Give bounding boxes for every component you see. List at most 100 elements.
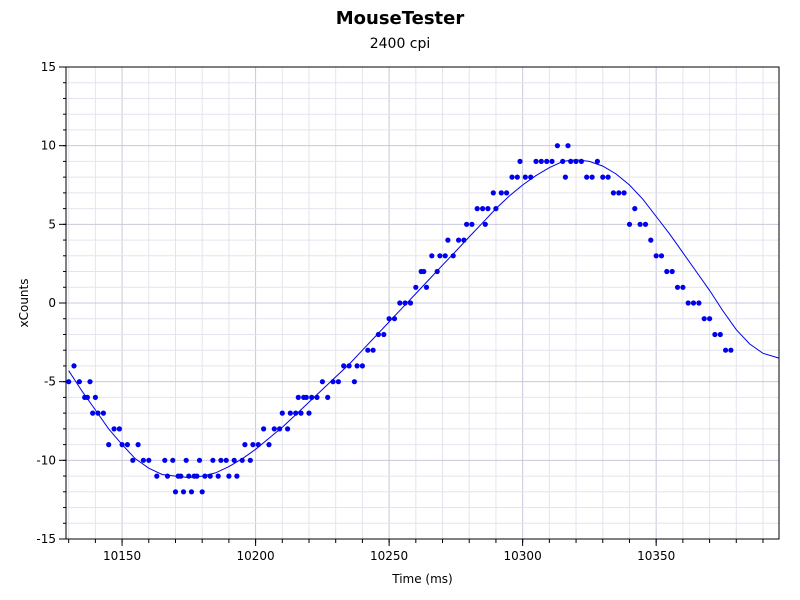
data-point xyxy=(285,426,291,432)
data-point xyxy=(287,410,293,416)
data-point xyxy=(669,268,675,275)
data-point xyxy=(247,457,253,463)
data-point xyxy=(469,221,475,227)
data-point xyxy=(111,426,117,432)
data-point xyxy=(533,158,539,164)
data-point xyxy=(271,426,277,432)
x-tick-label: 10350 xyxy=(637,549,675,563)
data-point xyxy=(210,457,216,463)
data-point xyxy=(573,158,579,164)
data-point xyxy=(605,174,611,180)
data-point xyxy=(140,457,146,463)
data-point xyxy=(490,190,496,196)
y-tick-label: 10 xyxy=(41,139,56,153)
y-tick-label: -15 xyxy=(36,532,56,546)
data-point xyxy=(309,394,315,400)
data-point xyxy=(76,379,82,385)
data-point xyxy=(306,410,312,416)
data-point xyxy=(480,206,486,212)
data-point xyxy=(461,237,467,243)
data-point xyxy=(632,206,638,212)
data-point xyxy=(674,284,681,290)
data-point xyxy=(434,268,440,275)
data-point xyxy=(215,473,221,479)
data-point xyxy=(370,347,376,353)
data-point xyxy=(504,190,510,196)
data-point xyxy=(234,473,240,479)
axis-layer: 10150 10200 10250 10300 10350 -15 -10 -5 0 5 10 15 xyxy=(36,60,780,563)
data-point xyxy=(170,457,176,463)
data-point xyxy=(450,253,456,259)
data-point xyxy=(485,206,491,212)
data-point xyxy=(261,426,267,432)
data-point xyxy=(549,158,555,164)
data-point xyxy=(130,457,136,463)
data-point xyxy=(528,174,534,180)
data-point xyxy=(522,174,528,180)
data-point xyxy=(621,190,627,196)
data-point xyxy=(717,331,723,338)
data-point xyxy=(202,473,208,479)
data-point xyxy=(375,331,381,338)
data-point xyxy=(293,410,299,416)
data-point xyxy=(359,363,365,369)
data-point xyxy=(685,300,691,306)
data-point xyxy=(164,473,171,479)
data-point xyxy=(154,473,160,479)
data-point xyxy=(712,331,718,338)
data-point xyxy=(239,457,245,463)
data-point xyxy=(562,174,569,180)
data-point xyxy=(124,442,130,448)
y-tick-label: 15 xyxy=(41,60,56,74)
data-point xyxy=(642,221,649,227)
data-point xyxy=(87,379,93,385)
x-axis-label: Time (ms) xyxy=(391,572,453,586)
x-tick-label: 10200 xyxy=(237,549,275,563)
data-point xyxy=(696,300,702,306)
data-point xyxy=(680,284,686,290)
data-point xyxy=(664,268,670,275)
data-point xyxy=(445,237,451,243)
data-point xyxy=(402,300,408,306)
data-point xyxy=(589,174,595,180)
data-point xyxy=(584,174,590,180)
data-point xyxy=(84,394,90,400)
data-point xyxy=(226,473,232,479)
data-point xyxy=(207,473,213,479)
data-point xyxy=(423,284,430,290)
data-point xyxy=(135,442,141,448)
data-point xyxy=(407,300,414,306)
data-point xyxy=(341,363,347,369)
data-point xyxy=(146,457,152,463)
data-point xyxy=(90,410,96,416)
data-point xyxy=(616,190,622,196)
data-point xyxy=(303,394,309,400)
data-point xyxy=(92,394,98,400)
grid-layer xyxy=(66,66,779,540)
data-point xyxy=(482,221,488,227)
data-point xyxy=(223,457,229,463)
data-point xyxy=(648,237,654,243)
data-point xyxy=(456,237,462,243)
data-point xyxy=(509,174,515,180)
data-point xyxy=(578,158,585,164)
data-point xyxy=(658,253,665,259)
x-tick-label: 10300 xyxy=(504,549,542,563)
data-point xyxy=(314,394,320,400)
data-point xyxy=(354,363,360,369)
data-point xyxy=(365,347,371,353)
data-point xyxy=(517,158,523,164)
data-point xyxy=(498,190,504,196)
data-point xyxy=(610,190,617,196)
x-tick-label: 10250 xyxy=(370,549,408,563)
data-point xyxy=(194,473,200,479)
data-point xyxy=(266,442,272,448)
data-point xyxy=(295,394,301,400)
data-point xyxy=(119,442,125,448)
data-point xyxy=(242,442,248,448)
data-point xyxy=(653,253,659,259)
data-point xyxy=(514,174,520,180)
data-point xyxy=(637,221,643,227)
data-point xyxy=(319,379,325,385)
